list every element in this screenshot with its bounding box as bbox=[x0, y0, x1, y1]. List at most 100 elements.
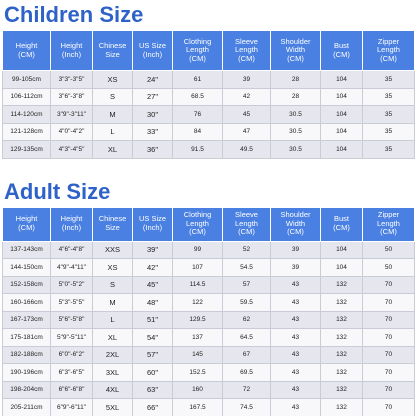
table-header: Height (CM) Height (Inch) Chinese Size US S… bbox=[2, 206, 415, 242]
table-cell: 4XL bbox=[92, 380, 133, 399]
table-cell: 30.5 bbox=[270, 122, 321, 141]
column-header: US Size (Inch) bbox=[132, 206, 173, 242]
table-row: 144-150cm 4"9"-4"11" XS 42" 107 54.5 39 104 50 bbox=[2, 258, 415, 277]
table-row: 129-135cm 4"3"-4"5" XL 36" 91.5 49.5 30.5 104 35 bbox=[2, 140, 415, 159]
column-header: Clothing Length (CM) bbox=[172, 206, 223, 242]
table-cell: 27" bbox=[132, 87, 173, 106]
table-cell: 106-112cm bbox=[2, 87, 51, 106]
table-row: 182-188cm 6"0"-6"2" 2XL 57" 145 67 43 132 70 bbox=[2, 345, 415, 364]
table-cell: 70 bbox=[362, 345, 415, 364]
column-header: Chinese Size bbox=[92, 30, 133, 71]
table-cell: 6"3"-6"5" bbox=[50, 363, 93, 382]
table-cell: 104 bbox=[320, 87, 363, 106]
table-cell: 137 bbox=[172, 328, 223, 347]
table-cell: 205-211cm bbox=[2, 398, 51, 416]
table-cell: 3"9"-3"11" bbox=[50, 105, 93, 124]
table-cell: XL bbox=[92, 328, 133, 347]
column-header: Sleeve Length (CM) bbox=[222, 206, 271, 242]
column-header: Height (Inch) bbox=[50, 206, 93, 242]
table-cell: 70 bbox=[362, 293, 415, 312]
table-cell: 43 bbox=[270, 345, 321, 364]
table-cell: 4"3"-4"5" bbox=[50, 140, 93, 159]
table-cell: 74.5 bbox=[222, 398, 271, 416]
table-cell: 39" bbox=[132, 240, 173, 259]
table-cell: 28 bbox=[270, 70, 321, 89]
table-cell: 5"3"-5"5" bbox=[50, 293, 93, 312]
column-header: Zipper Length (CM) bbox=[362, 206, 415, 242]
table-cell: 114.5 bbox=[172, 275, 223, 294]
table-cell: 51" bbox=[132, 310, 173, 329]
table-cell: 35 bbox=[362, 105, 415, 124]
table-cell: 3"6"-3"8" bbox=[50, 87, 93, 106]
table-cell: 84 bbox=[172, 122, 223, 141]
column-header: Shoulder Width (CM) bbox=[270, 206, 321, 242]
section-title: Children Size bbox=[4, 2, 144, 27]
table-cell: 50 bbox=[362, 258, 415, 277]
table-cell: 35 bbox=[362, 87, 415, 106]
table-cell: 132 bbox=[320, 345, 363, 364]
table-cell: 59.5 bbox=[222, 293, 271, 312]
table-cell: 61 bbox=[172, 70, 223, 89]
table-cell: 160-166cm bbox=[2, 293, 51, 312]
table-cell: 72 bbox=[222, 380, 271, 399]
table-cell: 64.5 bbox=[222, 328, 271, 347]
table-cell: 6"6"-6"8" bbox=[50, 380, 93, 399]
table-cell: 70 bbox=[362, 363, 415, 382]
table-cell: 198-204cm bbox=[2, 380, 51, 399]
table-row: 167-173cm 5"6"-5"8" L 51" 129.5 62 43 132 70 bbox=[2, 310, 415, 329]
table-cell: 33" bbox=[132, 122, 173, 141]
table-cell: 3XL bbox=[92, 363, 133, 382]
table-cell: 132 bbox=[320, 380, 363, 399]
table-cell: 45 bbox=[222, 105, 271, 124]
table-cell: 167.5 bbox=[172, 398, 223, 416]
table-cell: 60" bbox=[132, 363, 173, 382]
table-cell: XS bbox=[92, 70, 133, 89]
table-cell: 39 bbox=[270, 258, 321, 277]
table-cell: 104 bbox=[320, 258, 363, 277]
table-cell: 104 bbox=[320, 240, 363, 259]
table-cell: 129.5 bbox=[172, 310, 223, 329]
table-cell: 49.5 bbox=[222, 140, 271, 159]
table-cell: 91.5 bbox=[172, 140, 223, 159]
table-cell: 137-143cm bbox=[2, 240, 51, 259]
table-cell: 62 bbox=[222, 310, 271, 329]
header-row: Height (CM) Height (Inch) Chinese Size US S… bbox=[2, 206, 415, 242]
table-cell: 132 bbox=[320, 293, 363, 312]
table-cell: 28 bbox=[270, 87, 321, 106]
table-cell: 104 bbox=[320, 70, 363, 89]
table-cell: 132 bbox=[320, 363, 363, 382]
table-cell: 43 bbox=[270, 275, 321, 294]
table-cell: 35 bbox=[362, 70, 415, 89]
table-cell: 160 bbox=[172, 380, 223, 399]
table-cell: 5XL bbox=[92, 398, 133, 416]
column-header: Bust (CM) bbox=[320, 30, 363, 71]
table-cell: 70 bbox=[362, 310, 415, 329]
table-cell: 132 bbox=[320, 398, 363, 416]
table-cell: 122 bbox=[172, 293, 223, 312]
table-cell: 30.5 bbox=[270, 140, 321, 159]
column-header: Height (CM) bbox=[2, 206, 51, 242]
table-cell: 57" bbox=[132, 345, 173, 364]
table-cell: 69.5 bbox=[222, 363, 271, 382]
table-cell: 47 bbox=[222, 122, 271, 141]
table-cell: 152.5 bbox=[172, 363, 223, 382]
table-cell: 70 bbox=[362, 380, 415, 399]
table-cell: 43 bbox=[270, 363, 321, 382]
table-cell: 104 bbox=[320, 140, 363, 159]
table-cell: 99-105cm bbox=[2, 70, 51, 89]
table-cell: 24" bbox=[132, 70, 173, 89]
table-cell: 99 bbox=[172, 240, 223, 259]
column-header: Height (CM) bbox=[2, 30, 51, 71]
column-header: Chinese Size bbox=[92, 206, 133, 242]
table-cell: M bbox=[92, 105, 133, 124]
table-cell: 2XL bbox=[92, 345, 133, 364]
table-cell: 167-173cm bbox=[2, 310, 51, 329]
table-cell: 104 bbox=[320, 122, 363, 141]
table-cell: 43 bbox=[270, 380, 321, 399]
table-cell: 144-150cm bbox=[2, 258, 51, 277]
table-cell: 76 bbox=[172, 105, 223, 124]
table-cell: 70 bbox=[362, 328, 415, 347]
column-header: Sleeve Length (CM) bbox=[222, 30, 271, 71]
table-cell: 3"3"-3"5" bbox=[50, 70, 93, 89]
table-cell: 70 bbox=[362, 275, 415, 294]
